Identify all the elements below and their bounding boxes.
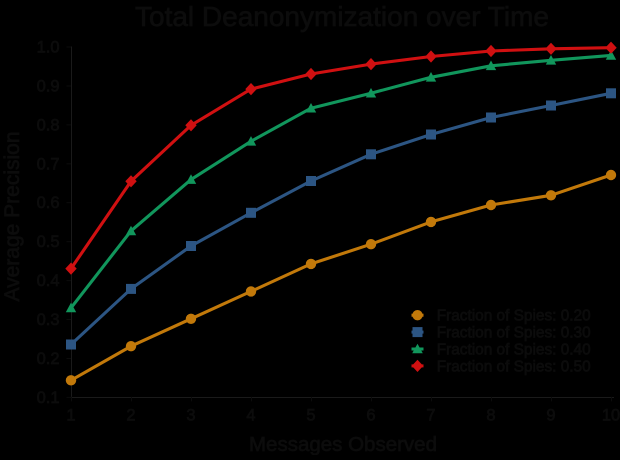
svg-text:7: 7 bbox=[426, 407, 435, 425]
svg-text:8: 8 bbox=[486, 407, 495, 425]
svg-text:Fraction of Spies: 0.20: Fraction of Spies: 0.20 bbox=[437, 308, 591, 325]
svg-text:0.1: 0.1 bbox=[37, 389, 60, 407]
svg-text:Total Deanonymization over Tim: Total Deanonymization over Time bbox=[135, 1, 549, 32]
svg-text:10: 10 bbox=[602, 407, 620, 425]
svg-text:0.3: 0.3 bbox=[37, 311, 60, 329]
svg-text:0.5: 0.5 bbox=[37, 233, 60, 251]
svg-text:0.6: 0.6 bbox=[37, 194, 60, 212]
svg-text:0.9: 0.9 bbox=[37, 78, 60, 96]
svg-text:6: 6 bbox=[366, 407, 375, 425]
svg-text:3: 3 bbox=[186, 407, 195, 425]
svg-text:Messages Observed: Messages Observed bbox=[249, 433, 437, 455]
svg-text:9: 9 bbox=[546, 407, 555, 425]
svg-text:Fraction of Spies: 0.50: Fraction of Spies: 0.50 bbox=[437, 358, 591, 375]
svg-text:2: 2 bbox=[126, 407, 135, 425]
svg-text:Fraction of Spies: 0.40: Fraction of Spies: 0.40 bbox=[437, 342, 591, 359]
svg-text:1.0: 1.0 bbox=[37, 39, 60, 57]
svg-text:1: 1 bbox=[66, 407, 75, 425]
svg-text:0.4: 0.4 bbox=[37, 272, 60, 290]
svg-text:0.7: 0.7 bbox=[37, 155, 60, 173]
svg-text:5: 5 bbox=[306, 407, 315, 425]
svg-text:0.8: 0.8 bbox=[37, 116, 60, 134]
svg-text:Average Precision: Average Precision bbox=[1, 131, 24, 301]
svg-text:0.2: 0.2 bbox=[37, 350, 60, 368]
svg-text:Fraction of Spies: 0.30: Fraction of Spies: 0.30 bbox=[437, 325, 591, 342]
svg-text:4: 4 bbox=[246, 407, 255, 425]
